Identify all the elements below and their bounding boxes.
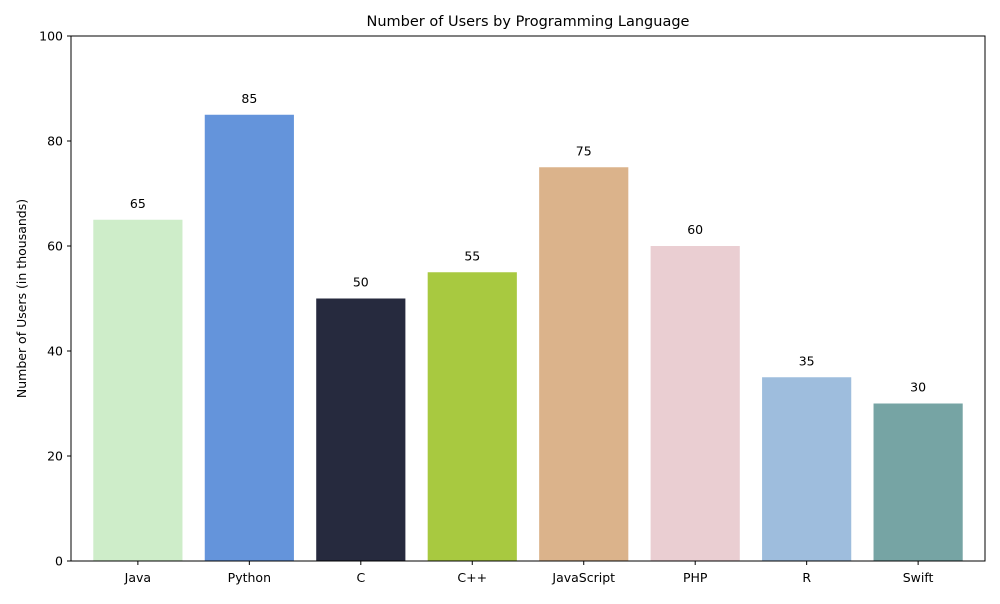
x-axis-ticks: Java Python C C++ JavaScript PHP R Swift bbox=[124, 561, 934, 585]
y-tick-label: 80 bbox=[47, 134, 63, 149]
bar-javascript bbox=[539, 167, 629, 561]
value-label: 65 bbox=[130, 196, 146, 211]
bar-c bbox=[316, 298, 406, 561]
value-label: 30 bbox=[910, 380, 926, 395]
y-axis-ticks: 0 20 40 60 80 100 bbox=[39, 29, 71, 569]
y-tick-label: 40 bbox=[47, 344, 63, 359]
value-labels-layer: 65 85 50 55 75 60 35 30 bbox=[130, 91, 926, 395]
bar-php bbox=[650, 246, 740, 561]
x-tick-label: C++ bbox=[457, 570, 487, 585]
x-tick-label: PHP bbox=[683, 570, 708, 585]
x-tick-label: Java bbox=[124, 570, 151, 585]
value-label: 60 bbox=[687, 222, 703, 237]
bar-python bbox=[204, 114, 294, 561]
y-tick-label: 100 bbox=[39, 29, 63, 44]
bar-swift bbox=[873, 403, 963, 561]
bar-c- bbox=[427, 272, 517, 561]
y-axis-label: Number of Users (in thousands) bbox=[14, 199, 29, 398]
value-label: 35 bbox=[799, 353, 815, 368]
x-tick-label: R bbox=[802, 570, 811, 585]
x-tick-label: Python bbox=[228, 570, 271, 585]
chart-title: Number of Users by Programming Language bbox=[367, 14, 690, 30]
bars-layer bbox=[93, 114, 963, 561]
plot-frame bbox=[70, 35, 986, 562]
x-tick-label: Swift bbox=[903, 570, 934, 585]
value-label: 75 bbox=[576, 143, 592, 158]
bar-java bbox=[93, 219, 183, 561]
value-label: 55 bbox=[464, 248, 480, 263]
y-tick-label: 60 bbox=[47, 239, 63, 254]
value-label: 50 bbox=[353, 275, 369, 290]
bar-r bbox=[762, 377, 852, 561]
value-label: 85 bbox=[241, 91, 257, 106]
x-tick-label: JavaScript bbox=[551, 570, 615, 585]
x-tick-label: C bbox=[356, 570, 365, 585]
y-tick-label: 0 bbox=[55, 554, 63, 569]
y-tick-label: 20 bbox=[47, 449, 63, 464]
